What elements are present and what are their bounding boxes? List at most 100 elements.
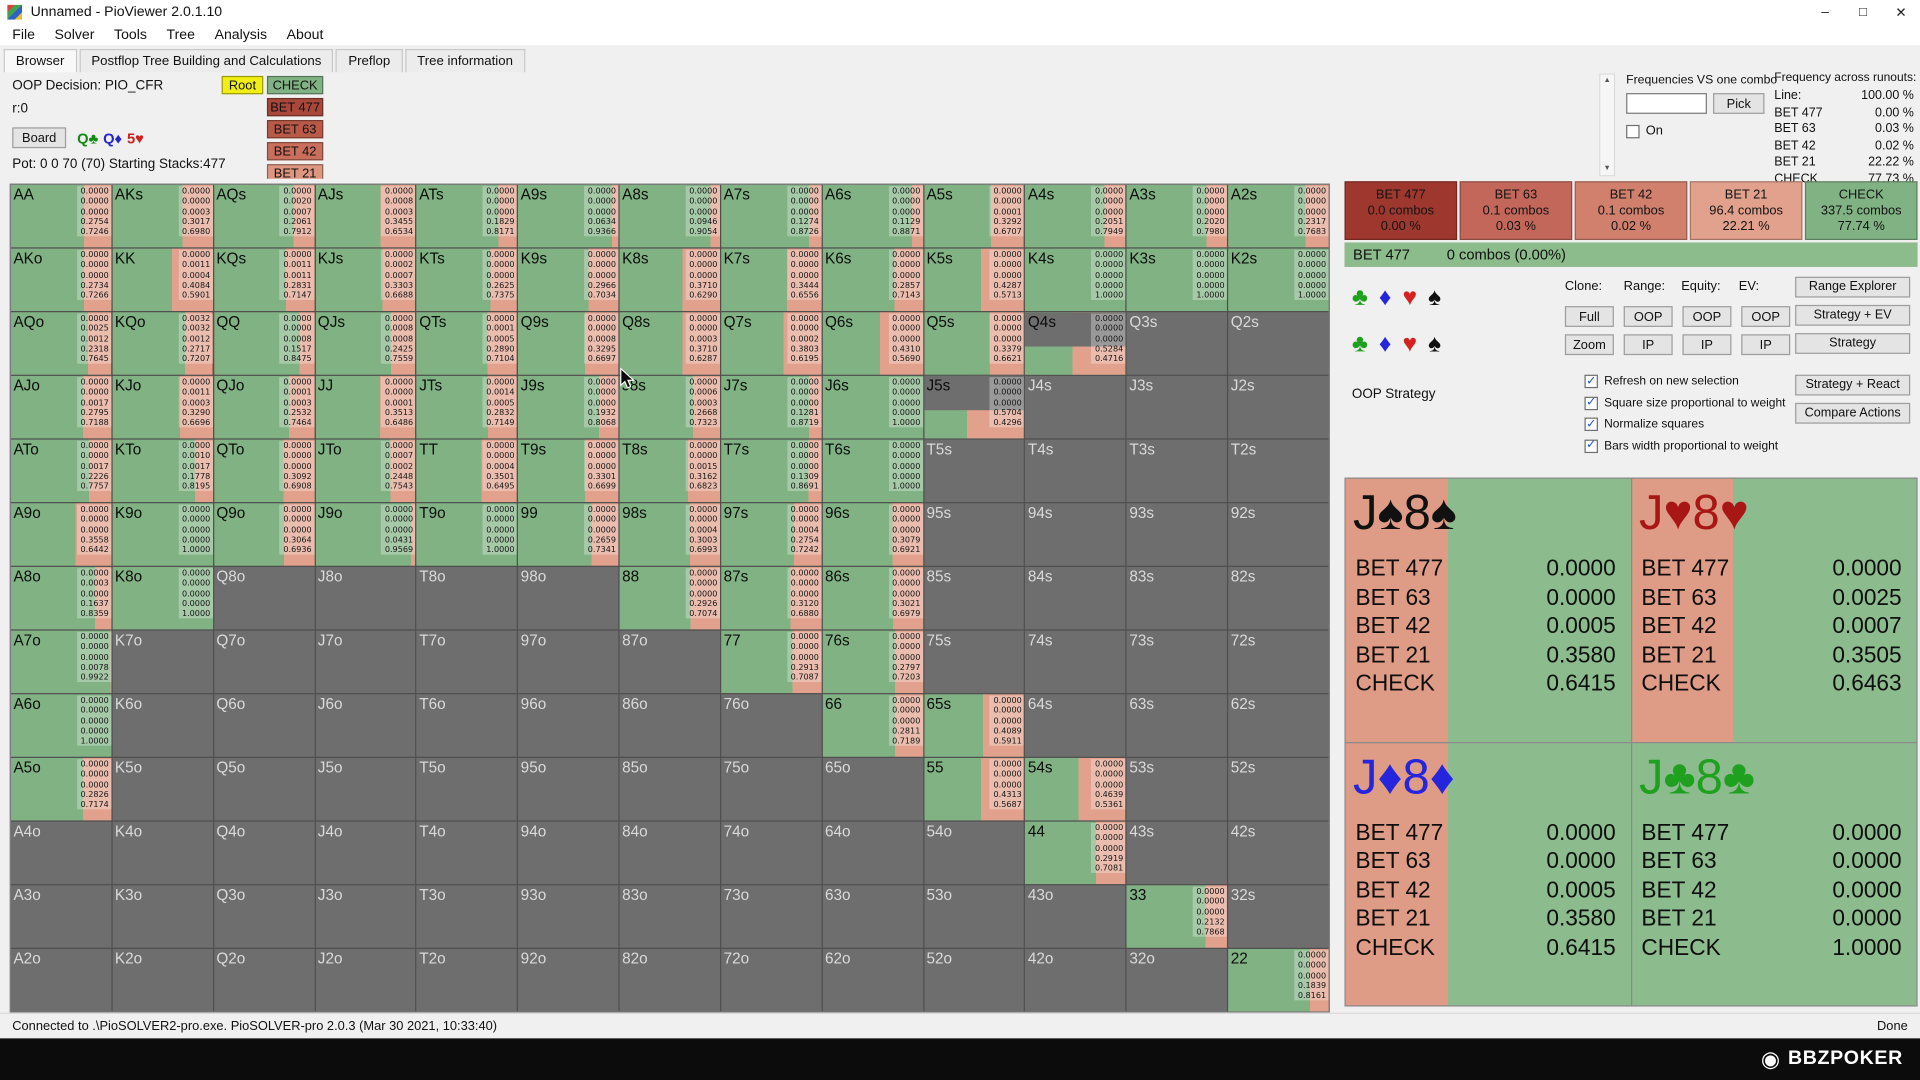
cell-k9s[interactable]: 0.0000 0.0000 0.0000 0.2966 0.7034 K9s bbox=[518, 248, 619, 312]
cell-a6s[interactable]: 0.0000 0.0000 0.0000 0.1129 0.8871 A6s bbox=[822, 184, 923, 248]
cell-63s[interactable]: 63s bbox=[1126, 694, 1228, 757]
tree-node-check[interactable]: CHECK bbox=[266, 75, 324, 95]
menu-tools[interactable]: Tools bbox=[114, 27, 147, 43]
cell-85s[interactable]: 85s bbox=[924, 566, 1025, 630]
maximize-icon[interactable]: □ bbox=[1858, 4, 1868, 20]
tab-preflop[interactable]: Preflop bbox=[336, 48, 403, 73]
tree-node-root[interactable]: Root bbox=[221, 75, 264, 95]
cell-a7o[interactable]: 0.0000 0.0000 0.0000 0.0078 0.9922 A7o bbox=[11, 630, 112, 694]
cell-aqo[interactable]: 0.0000 0.0025 0.0012 0.2318 0.7645 AQo bbox=[11, 312, 112, 375]
tree-node-bet-21[interactable]: BET 21 bbox=[266, 164, 324, 179]
cell-q4o[interactable]: Q4o bbox=[213, 821, 315, 885]
cell-kjs[interactable]: 0.0000 0.0002 0.0007 0.3303 0.6688 KJs bbox=[315, 248, 416, 312]
cell-73s[interactable]: 73s bbox=[1126, 630, 1228, 694]
menu-analysis[interactable]: Analysis bbox=[214, 27, 268, 43]
btn-ip-3[interactable]: IP bbox=[1682, 334, 1732, 356]
cell-q2s[interactable]: Q2s bbox=[1228, 312, 1329, 375]
cell-77[interactable]: 0.0000 0.0000 0.0000 0.2913 0.7087 77 bbox=[721, 630, 822, 694]
suit-spades-icon[interactable]: ♠ bbox=[1428, 330, 1442, 358]
cell-a4o[interactable]: A4o bbox=[11, 821, 112, 885]
suit-diamonds-icon[interactable]: ♦ bbox=[1378, 284, 1392, 312]
cell-kqo[interactable]: 0.0032 0.0032 0.0012 0.2717 0.7207 KQo bbox=[112, 312, 213, 375]
cell-a5s[interactable]: 0.0000 0.0000 0.0001 0.3292 0.6707 A5s bbox=[924, 184, 1025, 248]
cell-q4s[interactable]: 0.0000 0.0000 0.0000 0.5284 0.4716 Q4s bbox=[1025, 312, 1126, 375]
suit-hearts-icon[interactable]: ♥ bbox=[1402, 284, 1418, 312]
cell-j6s[interactable]: 0.0000 0.0000 0.0000 0.0000 1.0000 J6s bbox=[822, 375, 923, 439]
tab-browser[interactable]: Browser bbox=[3, 48, 77, 73]
cell-a3o[interactable]: A3o bbox=[11, 885, 112, 948]
cell-42s[interactable]: 42s bbox=[1228, 821, 1329, 885]
menu-file[interactable]: File bbox=[12, 27, 35, 43]
action-box-check[interactable]: CHECK 337.5 combos 77.74 % bbox=[1804, 181, 1918, 241]
cell-j3s[interactable]: J3s bbox=[1126, 375, 1228, 439]
cell-84o[interactable]: 84o bbox=[619, 821, 720, 885]
suit-clubs-icon[interactable]: ♣ bbox=[1351, 284, 1368, 312]
cell-ats[interactable]: 0.0000 0.0000 0.0000 0.1829 0.8171 ATs bbox=[416, 184, 518, 248]
cell-kts[interactable]: 0.0000 0.0000 0.0000 0.2625 0.7375 KTs bbox=[416, 248, 518, 312]
cell-96s[interactable]: 0.0000 0.0000 0.0000 0.3079 0.6921 96s bbox=[822, 503, 923, 566]
cell-a2o[interactable]: A2o bbox=[11, 948, 112, 1012]
cell-qjo[interactable]: 0.0000 0.0001 0.0003 0.2532 0.7464 QJo bbox=[213, 375, 315, 439]
cell-87s[interactable]: 0.0000 0.0000 0.0000 0.3120 0.6880 87s bbox=[721, 566, 822, 630]
tab-postflop-tree-building-and-calculations[interactable]: Postflop Tree Building and Calculations bbox=[79, 48, 334, 73]
cell-k7o[interactable]: K7o bbox=[112, 630, 213, 694]
cell-t7s[interactable]: 0.0000 0.0000 0.0000 0.1309 0.8691 T7s bbox=[721, 439, 822, 503]
cell-k2o[interactable]: K2o bbox=[112, 948, 213, 1012]
menu-solver[interactable]: Solver bbox=[54, 27, 95, 43]
cell-95o[interactable]: 95o bbox=[518, 757, 619, 821]
cell-93s[interactable]: 93s bbox=[1126, 503, 1228, 566]
btn-strategy-react[interactable]: Strategy + React bbox=[1795, 374, 1911, 396]
combo-input[interactable] bbox=[1626, 93, 1707, 114]
cell-t2s[interactable]: T2s bbox=[1228, 439, 1329, 503]
suit-spades-icon[interactable]: ♠ bbox=[1428, 284, 1442, 312]
cell-a7s[interactable]: 0.0000 0.0000 0.0000 0.1274 0.8726 A7s bbox=[721, 184, 822, 248]
cell-qjs[interactable]: 0.0000 0.0008 0.0008 0.2425 0.7559 QJs bbox=[315, 312, 416, 375]
btn-compare-actions[interactable]: Compare Actions bbox=[1795, 402, 1911, 424]
tree-node-bet-42[interactable]: BET 42 bbox=[266, 142, 324, 161]
cell-92s[interactable]: 92s bbox=[1228, 503, 1329, 566]
cell-86o[interactable]: 86o bbox=[619, 694, 720, 757]
btn-zoom-1[interactable]: Zoom bbox=[1564, 334, 1614, 356]
cell-53s[interactable]: 53s bbox=[1126, 757, 1228, 821]
checkbox-bars-width-proportional-to-weight[interactable]: ✓ bbox=[1584, 438, 1598, 453]
cell-43s[interactable]: 43s bbox=[1126, 821, 1228, 885]
suit-diamonds-icon[interactable]: ♦ bbox=[1378, 330, 1392, 358]
cell-j7o[interactable]: J7o bbox=[315, 630, 416, 694]
suit-clubs-icon[interactable]: ♣ bbox=[1351, 330, 1368, 358]
cell-k3s[interactable]: 0.0000 0.0000 0.0000 0.0000 1.0000 K3s bbox=[1126, 248, 1228, 312]
cell-42o[interactable]: 42o bbox=[1025, 948, 1126, 1012]
cell-a9o[interactable]: 0.0000 0.0000 0.0000 0.3558 0.6442 A9o bbox=[11, 503, 112, 566]
cell-t5s[interactable]: T5s bbox=[924, 439, 1025, 503]
cell-62o[interactable]: 62o bbox=[822, 948, 923, 1012]
cell-kjo[interactable]: 0.0000 0.0011 0.0003 0.3290 0.6696 KJo bbox=[112, 375, 213, 439]
pick-button[interactable]: Pick bbox=[1713, 93, 1765, 114]
cell-k5s[interactable]: 0.0000 0.0000 0.0000 0.4287 0.5713 K5s bbox=[924, 248, 1025, 312]
cell-a5o[interactable]: 0.0000 0.0000 0.0000 0.2826 0.7174 A5o bbox=[11, 757, 112, 821]
cell-66[interactable]: 0.0000 0.0000 0.0000 0.2811 0.7189 66 bbox=[822, 694, 923, 757]
cell-j9o[interactable]: 0.0000 0.0000 0.0000 0.0431 0.9569 J9o bbox=[315, 503, 416, 566]
btn-strategy[interactable]: Strategy bbox=[1795, 333, 1911, 354]
cell-63o[interactable]: 63o bbox=[822, 885, 923, 948]
cell-q6o[interactable]: Q6o bbox=[213, 694, 315, 757]
cell-t3o[interactable]: T3o bbox=[416, 885, 518, 948]
btn-range-explorer[interactable]: Range Explorer bbox=[1795, 276, 1911, 298]
cell-94s[interactable]: 94s bbox=[1025, 503, 1126, 566]
cell-a8o[interactable]: 0.0000 0.0003 0.0000 0.1637 0.8359 A8o bbox=[11, 566, 112, 630]
btn-ip-4[interactable]: IP bbox=[1741, 334, 1791, 356]
cell-97o[interactable]: 97o bbox=[518, 630, 619, 694]
cell-64s[interactable]: 64s bbox=[1025, 694, 1126, 757]
cell-65o[interactable]: 65o bbox=[822, 757, 923, 821]
cell-86s[interactable]: 0.0000 0.0000 0.0000 0.3021 0.6979 86s bbox=[822, 566, 923, 630]
cell-t7o[interactable]: T7o bbox=[416, 630, 518, 694]
cell-54s[interactable]: 0.0000 0.0000 0.0000 0.4639 0.5361 54s bbox=[1025, 757, 1126, 821]
cell-k6s[interactable]: 0.0000 0.0000 0.0000 0.2857 0.7143 K6s bbox=[822, 248, 923, 312]
cell-t4o[interactable]: T4o bbox=[416, 821, 518, 885]
cell-q5o[interactable]: Q5o bbox=[213, 757, 315, 821]
cell-94o[interactable]: 94o bbox=[518, 821, 619, 885]
cell-92o[interactable]: 92o bbox=[518, 948, 619, 1012]
cell-97s[interactable]: 0.0000 0.0000 0.0004 0.2754 0.7242 97s bbox=[721, 503, 822, 566]
cell-95s[interactable]: 95s bbox=[924, 503, 1025, 566]
cell-j2s[interactable]: J2s bbox=[1228, 375, 1329, 439]
cell-87o[interactable]: 87o bbox=[619, 630, 720, 694]
tree-node-bet-63[interactable]: BET 63 bbox=[266, 120, 324, 139]
